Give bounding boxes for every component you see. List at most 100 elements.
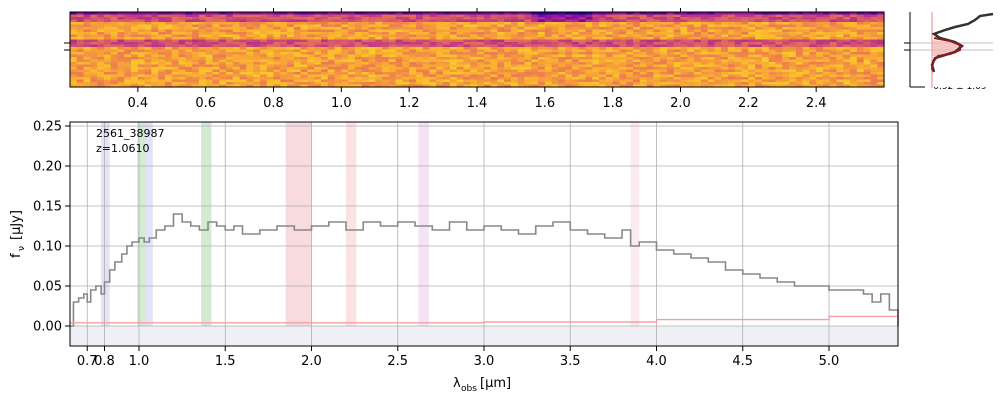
heatmap-cell	[822, 14, 831, 18]
heatmap-cell	[205, 67, 214, 71]
heatmap-cell	[103, 37, 112, 41]
heatmap-cell	[90, 24, 98, 28]
y-axis-label-unit: [μJy]	[9, 210, 24, 240]
heatmap-cell	[510, 37, 519, 41]
heatmap-cell	[592, 32, 600, 36]
heatmap-cell	[293, 34, 302, 38]
heatmap-cell	[544, 42, 553, 46]
heatmap-cell	[619, 69, 627, 73]
heatmap-cell	[314, 22, 322, 26]
heatmap-cell	[477, 12, 485, 16]
heatmap-cell	[748, 64, 756, 68]
heatmap-cell	[707, 17, 716, 21]
heatmap-cell	[775, 72, 783, 76]
heatmap-cell	[721, 47, 729, 51]
heatmap-cell	[755, 27, 763, 31]
heatmap-cell	[239, 77, 247, 81]
heatmap-cell	[388, 84, 397, 88]
heatmap-cell	[544, 64, 553, 68]
heatmap-cell	[510, 69, 519, 73]
heatmap-cell	[748, 34, 756, 38]
heatmap-cell	[558, 59, 566, 63]
heatmap-cell	[626, 49, 634, 53]
heatmap-cell	[727, 77, 736, 81]
heatmap-cell	[633, 19, 641, 23]
heatmap-cell	[660, 54, 668, 58]
heatmap-cell	[816, 32, 824, 36]
heatmap-cell	[816, 69, 824, 73]
heatmap-cell	[171, 67, 180, 71]
heatmap-cell	[836, 24, 844, 28]
heatmap-cell	[83, 62, 91, 66]
heatmap-cell	[246, 59, 254, 63]
heatmap-cell	[707, 42, 716, 46]
heatmap-cell	[395, 52, 403, 56]
heatmap-cell	[402, 52, 410, 56]
heatmap-cell	[782, 32, 790, 36]
heatmap-cell	[544, 54, 553, 58]
heatmap-cell	[131, 47, 139, 51]
heatmap-cell	[443, 52, 451, 56]
heatmap-cell	[341, 24, 349, 28]
heatmap-cell	[97, 24, 105, 28]
heatmap-cell	[90, 29, 98, 33]
heatmap-cell	[388, 14, 397, 18]
heatmap-cell	[117, 39, 125, 43]
heatmap-cell	[70, 12, 78, 16]
heatmap-cell	[341, 42, 349, 46]
heatmap-cell	[626, 12, 634, 16]
heatmap-cell	[334, 49, 342, 53]
heatmap-cell	[843, 67, 851, 71]
heatmap-cell	[850, 19, 858, 23]
heatmap-cell	[850, 67, 858, 71]
heatmap-cell	[565, 32, 573, 36]
heatmap-cell	[449, 64, 458, 68]
heatmap-cell	[510, 34, 519, 38]
heatmap-cell	[850, 42, 858, 46]
heatmap-cell	[280, 74, 288, 78]
heatmap-cell	[619, 42, 627, 46]
heatmap-cell	[612, 47, 621, 51]
heatmap-cell	[368, 52, 376, 56]
heatmap-cell	[449, 82, 458, 86]
heatmap-cell	[171, 74, 180, 78]
heatmap-cell	[477, 67, 485, 71]
heatmap-cell	[456, 52, 465, 56]
heatmap-cell	[612, 24, 621, 28]
heatmap-cell	[802, 57, 810, 61]
heatmap-cell	[395, 59, 403, 63]
heatmap-cell	[714, 59, 722, 63]
heatmap-cell	[544, 77, 553, 81]
heatmap-cell	[741, 47, 749, 51]
heatmap-cell	[219, 69, 227, 73]
heatmap-cell	[409, 44, 417, 48]
heatmap-cell	[517, 32, 526, 36]
heatmap-cell	[578, 44, 587, 48]
heatmap-cell	[341, 22, 349, 26]
heatmap-cell	[877, 24, 885, 28]
heatmap-cell	[185, 37, 193, 41]
heatmap-cell	[497, 32, 505, 36]
heatmap-cell	[456, 64, 465, 68]
heatmap-cell	[382, 67, 390, 71]
heatmap-cell	[497, 24, 505, 28]
x-axis-label: λ obs [μm]	[453, 376, 511, 394]
heatmap-cell	[314, 37, 322, 41]
heatmap-cell	[490, 12, 498, 16]
heatmap-cell	[164, 74, 173, 78]
heatmap-cell	[253, 77, 261, 81]
heatmap-cell	[293, 22, 302, 26]
heatmap-cell	[97, 14, 105, 18]
heatmap-cell	[497, 19, 505, 23]
heatmap-cell	[368, 14, 376, 18]
heatmap-cell	[83, 37, 91, 41]
heatmap-cell	[748, 52, 756, 56]
heatmap-cell	[320, 12, 329, 16]
heatmap-cell	[775, 57, 783, 61]
heatmap-cell	[226, 67, 234, 71]
heatmap-cell	[836, 74, 844, 78]
heatmap-cell	[565, 14, 573, 18]
heatmap-cell	[259, 37, 268, 41]
heatmap-cell	[259, 17, 268, 21]
heatmap-cell	[646, 32, 654, 36]
